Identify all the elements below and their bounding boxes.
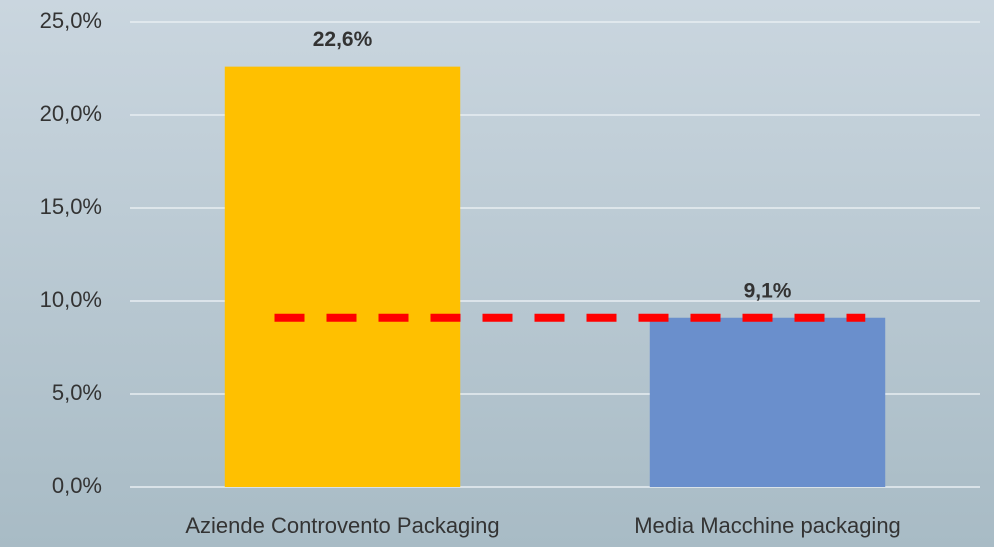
- y-tick-label: 5,0%: [52, 380, 102, 405]
- y-tick-label: 20,0%: [40, 101, 102, 126]
- y-tick-label: 10,0%: [40, 287, 102, 312]
- y-tick-label: 0,0%: [52, 473, 102, 498]
- x-tick-label: Media Macchine packaging: [634, 513, 901, 538]
- value-label: 9,1%: [744, 279, 792, 302]
- y-tick-label: 25,0%: [40, 8, 102, 33]
- value-label: 22,6%: [313, 28, 373, 51]
- x-tick-label: Aziende Controvento Packaging: [185, 513, 499, 538]
- bar: [649, 317, 886, 487]
- bar: [224, 66, 461, 487]
- y-tick-label: 15,0%: [40, 194, 102, 219]
